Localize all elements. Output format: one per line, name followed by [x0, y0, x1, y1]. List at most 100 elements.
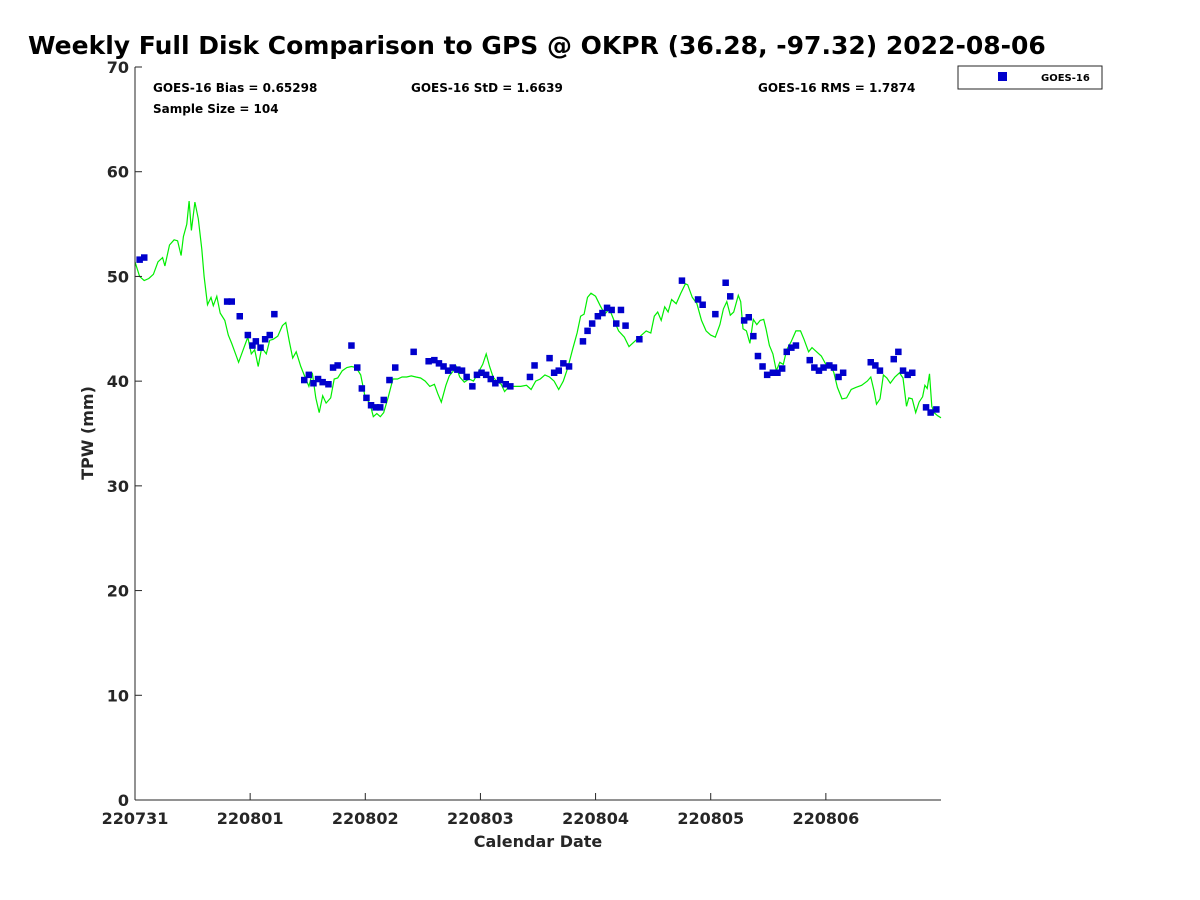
goes16-point: [271, 310, 278, 318]
y-ticks: 0 10 20 30 40 50 60 70: [107, 58, 142, 810]
goes16-point: [820, 364, 827, 371]
goes16-point: [502, 381, 509, 388]
y-tick-label: 20: [107, 582, 129, 601]
goes16-point: [141, 254, 148, 261]
goes16-point: [622, 322, 629, 329]
goes16-point: [815, 367, 823, 374]
legend-label: GOES-16: [1041, 73, 1090, 84]
goes16-point: [811, 364, 818, 371]
goes16-point: [588, 320, 596, 327]
goes16-point: [487, 375, 494, 383]
goes16-point: [927, 409, 934, 416]
goes16-point: [380, 396, 387, 404]
x-tick-label: 220806: [792, 809, 859, 828]
y-tick-label: 40: [107, 372, 129, 391]
goes16-point: [367, 402, 375, 409]
goes16-point: [546, 354, 553, 362]
plot-area: [135, 67, 941, 800]
goes16-point: [636, 336, 643, 343]
y-tick-label: 10: [107, 686, 129, 705]
goes16-point: [449, 364, 456, 371]
y-tick-label: 30: [107, 477, 129, 496]
goes16-point: [608, 306, 615, 314]
goes16-point: [478, 369, 485, 376]
legend-marker: [998, 72, 1007, 81]
goes16-point: [305, 371, 313, 379]
goes16-point: [249, 342, 256, 349]
goes16-point: [904, 371, 911, 379]
goes16-point: [444, 367, 452, 374]
goes16-point: [319, 378, 326, 386]
goes16-point: [482, 371, 490, 379]
goes16-point: [425, 358, 432, 365]
goes16-point: [876, 367, 884, 374]
goes16-point: [678, 277, 686, 284]
y-tick-label: 70: [107, 58, 129, 77]
goes16-point: [584, 327, 591, 335]
goes16-point: [895, 348, 902, 356]
goes16-point: [694, 296, 702, 303]
x-tick-label: 220731: [102, 809, 169, 828]
goes16-point: [252, 338, 260, 345]
goes16-point: [617, 306, 625, 314]
goes16-point: [431, 356, 438, 364]
x-tick-label: 220805: [677, 809, 744, 828]
goes16-point: [325, 381, 332, 388]
goes16-point: [261, 336, 269, 343]
goes16-point: [867, 359, 874, 366]
goes16-point: [613, 320, 620, 327]
goes16-point: [754, 352, 762, 360]
goes16-point: [565, 363, 573, 370]
x-tick-label: 220804: [562, 809, 629, 828]
goes16-point: [334, 362, 341, 369]
goes16-point: [769, 369, 777, 376]
goes16-point: [594, 313, 602, 320]
x-axis-label: Calendar Date: [474, 832, 603, 851]
goes16-point: [774, 369, 781, 376]
bias-stat: GOES-16 Bias = 0.65298: [153, 81, 317, 95]
goes16-point: [890, 355, 897, 363]
rms-stat: GOES-16 RMS = 1.7874: [758, 81, 915, 95]
goes16-point: [899, 367, 907, 374]
goes16-point: [555, 367, 562, 374]
x-tick-label: 220803: [447, 809, 514, 828]
goes16-point: [507, 383, 514, 390]
goes16-point: [826, 362, 833, 369]
goes16-point: [236, 313, 243, 320]
goes16-point: [266, 331, 273, 339]
goes16-point: [712, 310, 719, 318]
goes16-point: [835, 373, 842, 381]
x-tick-label: 220802: [332, 809, 399, 828]
goes16-point: [410, 348, 417, 356]
goes16-point: [329, 364, 337, 371]
goes16-point: [372, 404, 379, 411]
goes16-point: [386, 376, 393, 384]
y-tick-label: 60: [107, 163, 129, 182]
goes16-point: [788, 344, 795, 351]
legend: GOES-16: [957, 65, 1103, 90]
goes16-point: [473, 371, 481, 379]
y-axis-label: TPW (mm): [78, 386, 97, 480]
goes16-point: [348, 342, 355, 349]
goes16-point: [599, 309, 606, 317]
goes16-point: [363, 394, 370, 402]
goes16-point: [228, 298, 235, 305]
goes16-point: [440, 363, 447, 370]
goes16-point: [872, 362, 879, 369]
goes16-point: [469, 383, 476, 390]
goes16-point: [922, 404, 930, 411]
goes16-point: [806, 356, 813, 364]
goes16-point: [392, 364, 399, 371]
legend-box: [957, 65, 1103, 90]
goes16-point: [909, 369, 916, 376]
goes16-point: [727, 293, 734, 300]
sample-size-stat: Sample Size = 104: [153, 102, 279, 116]
std-stat: GOES-16 StD = 1.6639: [411, 81, 563, 95]
goes16-point: [560, 360, 567, 367]
goes16-point: [496, 376, 504, 384]
series-line: [134, 200, 942, 419]
goes16-point: [839, 369, 847, 376]
goes16-point: [778, 365, 786, 372]
goes16-point: [763, 371, 771, 379]
goes16-point: [745, 314, 752, 321]
